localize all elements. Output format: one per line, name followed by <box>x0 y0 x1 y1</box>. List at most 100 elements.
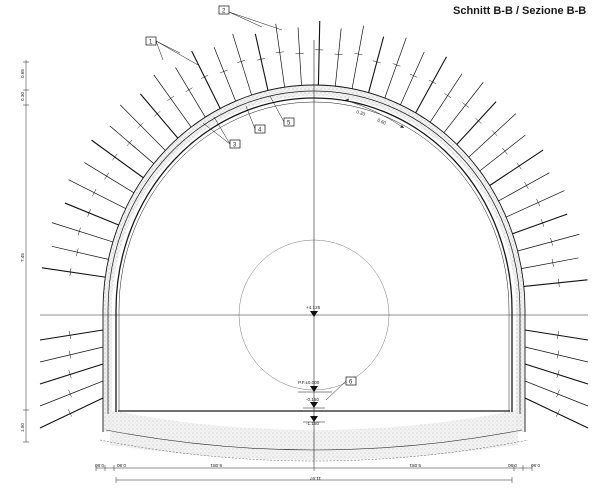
bolt-tick <box>556 389 560 398</box>
bottom-dimension-chain <box>95 465 533 483</box>
rock-bolt <box>68 179 126 209</box>
bolt-tick <box>502 147 508 155</box>
rock-bolt <box>456 101 497 145</box>
bolt-tick <box>68 350 72 359</box>
bolt-tick <box>491 130 498 137</box>
svg-text:1: 1 <box>149 40 153 46</box>
rock-bolt-right-wall <box>524 346 589 363</box>
bolt-tick <box>558 278 560 287</box>
svg-text:2: 2 <box>222 9 226 15</box>
rock-bolt-left-wall <box>39 363 104 385</box>
bottom-dim-2: 0.50 <box>117 463 126 468</box>
bolt-tick <box>69 331 71 339</box>
bolt-tick <box>185 87 193 93</box>
rock-bolt <box>512 213 568 235</box>
bolt-tick <box>462 102 469 108</box>
bolt-tick <box>92 188 97 197</box>
bolt-tick <box>137 122 144 129</box>
rock-bolt <box>191 50 221 109</box>
rock-bolt <box>468 113 517 158</box>
callout-3: 3 <box>202 116 241 149</box>
bolt-tick <box>354 53 363 56</box>
arc-dim-2: 0.60 <box>377 117 388 126</box>
level-minus-1150: -1.150 <box>306 421 319 426</box>
drawing-title: Schnitt B-B / Sezione B-B <box>453 5 587 17</box>
bolt-tick <box>104 172 109 180</box>
rock-bolt-right-wall <box>524 329 589 341</box>
bolt-tick <box>275 51 284 54</box>
svg-text:6: 6 <box>349 380 353 386</box>
bolt-tick <box>87 209 91 217</box>
left-dim-3: 7.45 <box>20 253 25 262</box>
bottom-dim-3: 5.081 <box>210 463 222 468</box>
bolt-tick <box>556 409 560 417</box>
rock-bolt <box>153 74 192 128</box>
bottom-dim-4: 5.081 <box>409 463 421 468</box>
bolt-tick <box>237 60 246 63</box>
svg-text:3: 3 <box>233 143 237 149</box>
bolt-tick <box>524 181 529 190</box>
left-dim-4: 1.50 <box>20 423 25 432</box>
bolt-tick <box>516 162 522 170</box>
level-markers <box>298 311 332 423</box>
bolt-tick <box>68 409 72 417</box>
bolt-tick <box>77 227 81 236</box>
rock-bolt <box>254 33 269 91</box>
callout-2: 2 <box>218 5 283 31</box>
bolt-tick <box>68 389 72 398</box>
bolt-tick <box>392 63 401 67</box>
arc-dimension <box>344 99 405 129</box>
rock-bolt <box>368 36 385 93</box>
rock-bolt <box>91 139 144 179</box>
level-road: P.F.±0.000 <box>298 380 320 385</box>
bolt-tick <box>444 93 452 98</box>
rock-bolt <box>297 27 302 86</box>
bolt-tick <box>68 370 72 378</box>
rock-bolt <box>275 23 285 88</box>
bolt-tick <box>372 60 381 64</box>
rock-bolt <box>479 134 526 172</box>
left-dim-1: 0.65 <box>20 69 25 78</box>
bolt-tick <box>557 331 559 339</box>
rock-bolt <box>415 56 447 114</box>
bottom-dim-5: 0.50 <box>508 463 517 468</box>
svg-text:4: 4 <box>258 128 262 134</box>
callout-6: 6 <box>325 376 357 401</box>
bolt-tick <box>540 219 545 227</box>
rock-bolt <box>139 93 179 139</box>
bottom-dim-1: 0.50 <box>95 463 104 468</box>
rock-bolt <box>517 233 580 252</box>
svg-text:5: 5 <box>287 121 291 127</box>
rock-bolt-right-wall <box>524 397 589 429</box>
bolt-tick <box>428 79 437 85</box>
bolt-tick <box>556 350 560 359</box>
bolt-tick <box>219 69 228 74</box>
arc-dim-1: 0.30 <box>356 109 366 117</box>
bolt-tick <box>167 95 175 101</box>
bolt-tick <box>551 258 554 267</box>
callout-5: 5 <box>269 95 295 127</box>
bolt-tick <box>112 153 118 161</box>
rock-bolt <box>175 67 206 118</box>
rock-bolt-left-wall <box>39 397 104 429</box>
bolt-tick <box>334 53 343 56</box>
level-top: +4.125 <box>306 305 321 310</box>
rock-bolt <box>41 267 106 278</box>
rock-bolt <box>317 21 321 86</box>
bolt-tick <box>550 237 553 246</box>
rock-bolt-right-wall <box>524 363 589 385</box>
rock-bolt <box>51 245 109 260</box>
rock-bolt <box>232 33 252 96</box>
bolt-tick <box>126 139 133 147</box>
bolt-tick <box>200 74 209 79</box>
rock-bolt <box>334 28 342 87</box>
callout-1: 1 <box>145 36 199 66</box>
level-minus-0150: -0.150 <box>306 397 319 402</box>
left-dimension-chain <box>23 60 29 443</box>
rock-bolt-left-wall <box>39 380 104 407</box>
bolt-tick <box>409 73 418 78</box>
rock-bolt <box>489 149 544 186</box>
bolt-tick <box>154 111 161 117</box>
rock-bolt <box>51 222 113 243</box>
rock-bolt <box>351 25 364 89</box>
